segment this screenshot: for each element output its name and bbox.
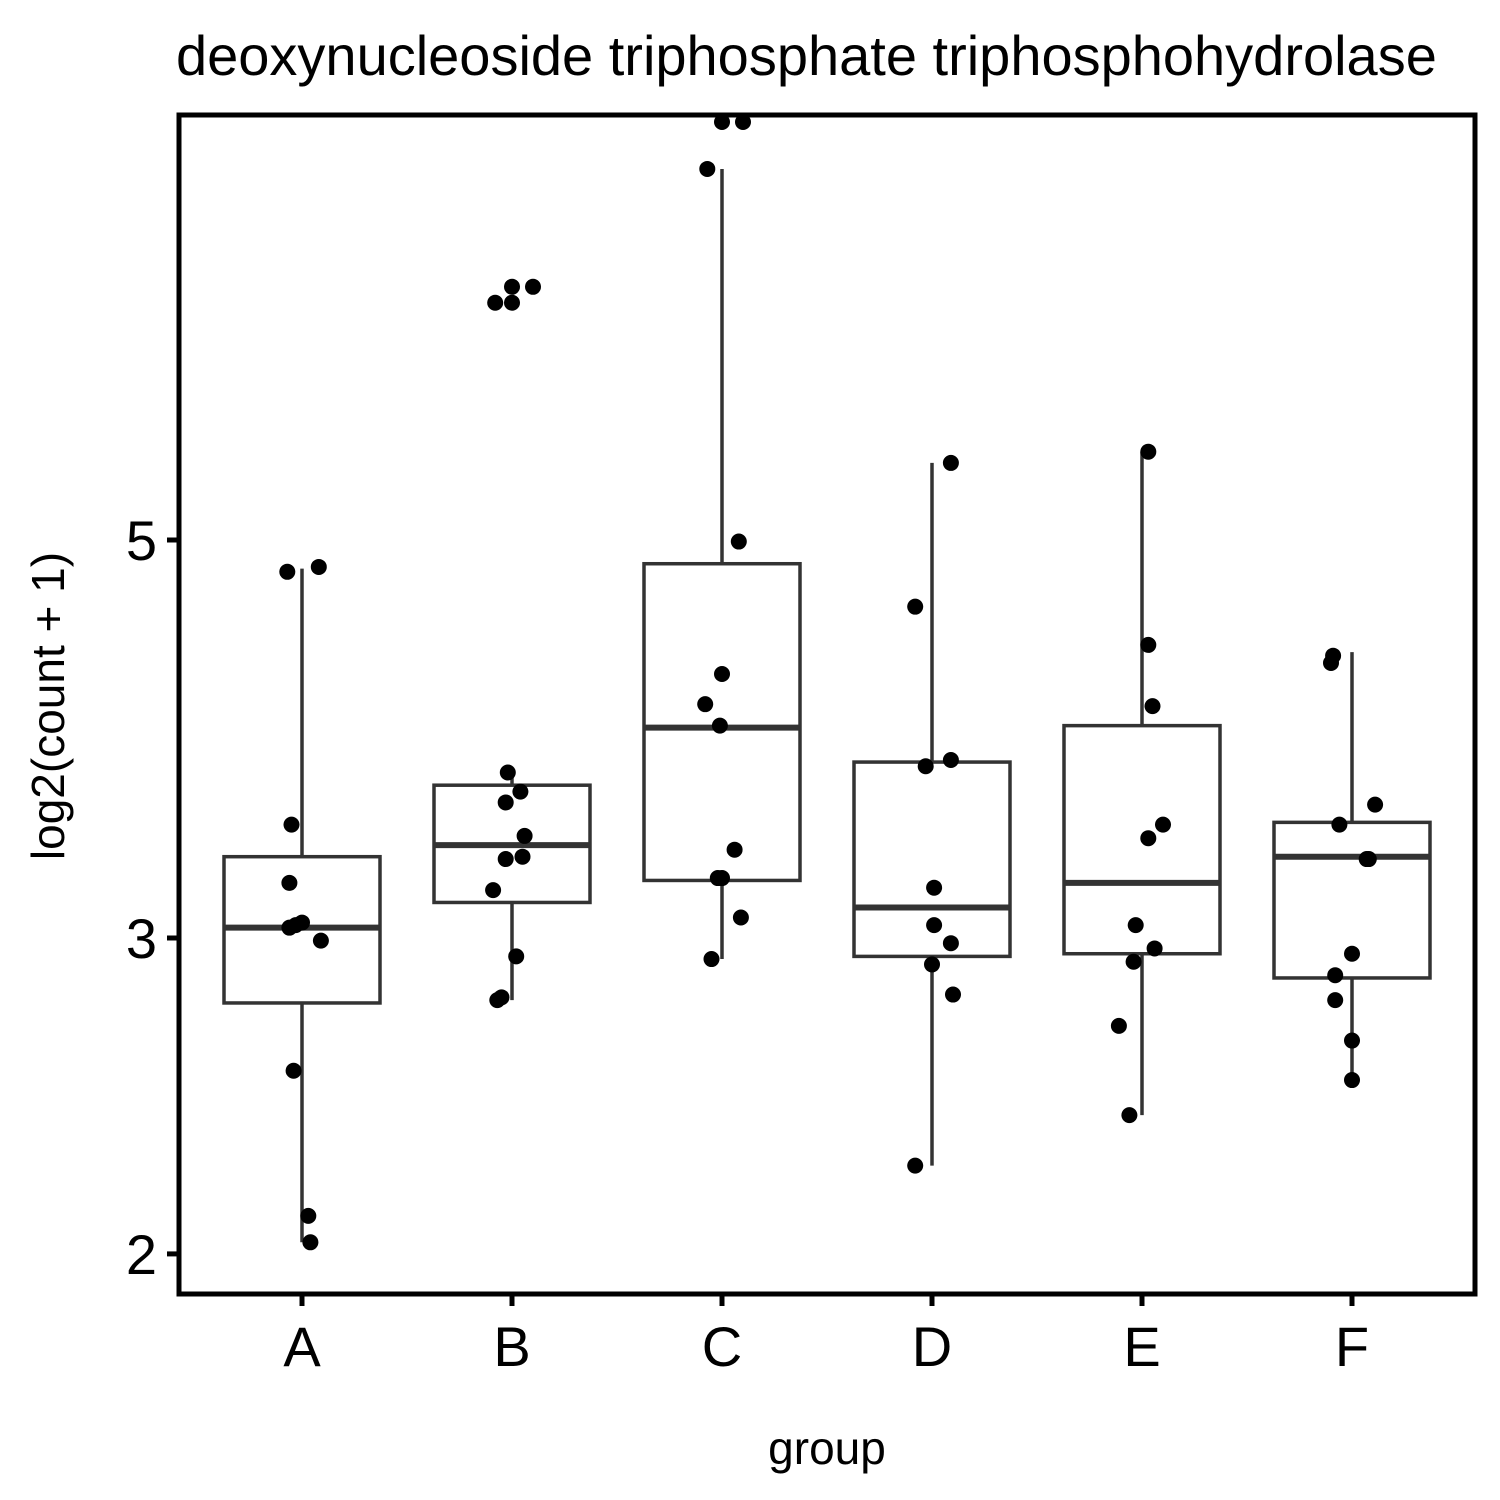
data-point-B xyxy=(508,948,525,965)
data-point-A xyxy=(312,932,329,949)
plot-area xyxy=(222,114,1432,1251)
data-point-E xyxy=(1155,816,1171,833)
data-point-D xyxy=(926,879,943,896)
data-point-D xyxy=(942,935,959,952)
data-point-D xyxy=(945,986,961,1003)
data-point-F xyxy=(1360,851,1377,868)
data-point-A xyxy=(294,914,310,931)
y-axis-label: log2(count + 1) xyxy=(22,552,74,860)
data-point-A xyxy=(300,1207,317,1224)
data-point-D xyxy=(917,758,934,775)
data-point-A xyxy=(279,563,296,580)
x-tick-label: D xyxy=(912,1315,952,1378)
y-tick-label: 3 xyxy=(126,907,157,970)
data-point-D xyxy=(926,917,943,934)
data-point-C xyxy=(714,114,730,131)
data-point-F xyxy=(1327,992,1344,1009)
box-B xyxy=(432,772,592,1001)
data-point-F xyxy=(1323,654,1339,671)
data-point-A xyxy=(281,874,298,891)
box-D xyxy=(852,462,1012,1166)
data-point-C xyxy=(732,909,749,926)
data-point-C xyxy=(714,870,730,887)
box-C xyxy=(642,168,802,960)
data-point-B xyxy=(497,794,514,811)
data-point-B xyxy=(493,989,510,1006)
data-point-E xyxy=(1146,940,1163,957)
y-tick-label: 5 xyxy=(126,509,157,572)
data-point-B xyxy=(499,764,516,781)
axes: 2 3 5 A B C D E F xyxy=(126,509,1369,1378)
data-point-F xyxy=(1331,816,1348,833)
data-point-B xyxy=(497,851,514,868)
data-point-E xyxy=(1125,953,1142,970)
data-point-D xyxy=(907,1157,924,1174)
data-point-C xyxy=(703,951,720,968)
x-tick-label: E xyxy=(1123,1315,1160,1378)
data-point-C xyxy=(697,696,714,713)
data-point-B xyxy=(514,848,531,865)
data-point-C xyxy=(711,717,728,734)
data-point-D xyxy=(942,454,959,471)
x-tick-label: C xyxy=(702,1315,742,1378)
data-point-E xyxy=(1140,443,1157,460)
chart-title: deoxynucleoside triphosphate triphosphoh… xyxy=(176,24,1437,87)
panel-border xyxy=(176,112,1478,1297)
data-point-D xyxy=(924,956,940,973)
data-point-C xyxy=(730,533,747,550)
data-point-C xyxy=(735,114,751,131)
data-point-F xyxy=(1344,1032,1360,1049)
data-point-B xyxy=(516,827,533,844)
data-point-B xyxy=(504,294,520,311)
data-point-B xyxy=(487,294,504,311)
box-A xyxy=(222,568,382,1243)
data-point-A xyxy=(302,1234,319,1251)
x-tick-label: A xyxy=(283,1315,321,1378)
data-point-A xyxy=(285,1062,302,1079)
box-F xyxy=(1272,652,1432,1081)
x-axis-label: group xyxy=(768,1422,886,1474)
data-point-E xyxy=(1110,1017,1127,1034)
data-point-F xyxy=(1327,967,1344,984)
data-point-E xyxy=(1140,830,1157,847)
y-tick-label: 2 xyxy=(126,1223,157,1286)
data-point-E xyxy=(1144,698,1161,715)
data-point-E xyxy=(1121,1107,1138,1124)
data-point-F xyxy=(1367,796,1384,813)
data-point-B xyxy=(525,278,541,295)
data-point-B xyxy=(504,278,520,295)
data-point-A xyxy=(283,816,300,833)
box-E xyxy=(1062,451,1222,1116)
data-point-A xyxy=(310,558,327,575)
data-point-C xyxy=(726,841,743,858)
data-point-E xyxy=(1127,917,1144,934)
x-tick-label: F xyxy=(1335,1315,1369,1378)
data-point-C xyxy=(699,160,716,177)
data-point-B xyxy=(485,882,502,899)
data-point-E xyxy=(1140,636,1157,653)
data-point-C xyxy=(714,665,730,682)
data-point-F xyxy=(1344,1072,1360,1089)
data-point-D xyxy=(942,751,959,768)
data-point-D xyxy=(907,598,924,615)
data-point-F xyxy=(1344,945,1360,962)
x-tick-label: B xyxy=(493,1315,530,1378)
data-point-B xyxy=(512,783,529,800)
